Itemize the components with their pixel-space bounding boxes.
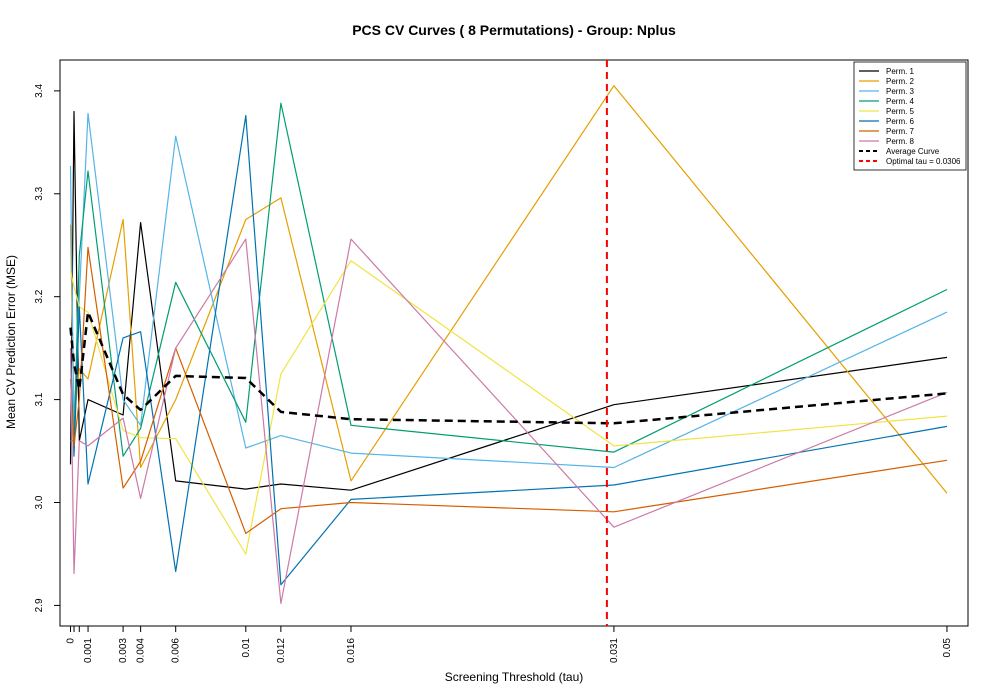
x-tick-label: 0.01 bbox=[241, 638, 252, 658]
legend-label: Perm. 6 bbox=[886, 117, 915, 126]
x-tick-label: 0.003 bbox=[118, 638, 129, 663]
x-tick-label: 0.031 bbox=[609, 638, 620, 663]
x-tick-label: 0.05 bbox=[942, 638, 953, 658]
x-tick-label: 0.016 bbox=[346, 638, 357, 663]
legend-label: Optimal tau = 0.0306 bbox=[886, 157, 961, 166]
legend-label: Perm. 8 bbox=[886, 137, 915, 146]
average-curve-line bbox=[69, 310, 948, 425]
x-tick-label: 0.012 bbox=[276, 638, 287, 663]
legend-label: Perm. 3 bbox=[886, 87, 915, 96]
series-line-perm-4 bbox=[70, 102, 948, 457]
y-tick-label: 3.1 bbox=[34, 392, 45, 406]
legend-label: Perm. 1 bbox=[886, 67, 915, 76]
series-line-perm-6 bbox=[69, 114, 948, 586]
series-line-perm-5 bbox=[69, 260, 948, 555]
y-tick-label: 2.9 bbox=[34, 598, 45, 612]
x-tick-label: 0.006 bbox=[171, 638, 182, 663]
y-tick-label: 3.0 bbox=[34, 495, 45, 509]
legend-box bbox=[853, 61, 967, 171]
series-line-perm-7 bbox=[69, 246, 948, 535]
plot-area: 2.9 3.0 3.1 3.2 3.3 3.4 0 0.001 0.003 0.004 0.006 0… bbox=[34, 59, 969, 663]
legend-label: Perm. 2 bbox=[886, 77, 915, 86]
x-tick-label: 0.004 bbox=[136, 638, 147, 663]
legend-label: Perm. 7 bbox=[886, 127, 915, 136]
chart-title: PCS CV Curves ( 8 Permutations) - Group:… bbox=[352, 22, 676, 38]
legend-label: Average Curve bbox=[886, 147, 940, 156]
series-line-perm-3 bbox=[69, 112, 948, 469]
series-line-perm-8 bbox=[69, 238, 948, 605]
y-tick-label: 3.4 bbox=[34, 83, 45, 97]
x-tick-label: 0 bbox=[66, 638, 77, 644]
y-tick-label: 3.3 bbox=[34, 186, 45, 200]
x-axis-label: Screening Threshold (tau) bbox=[445, 670, 584, 684]
y-axis-label: Mean CV Prediction Error (MSE) bbox=[4, 255, 18, 429]
x-tick-label: 0.001 bbox=[83, 638, 94, 663]
y-tick-label: 3.2 bbox=[34, 289, 45, 303]
plot-frame bbox=[59, 59, 969, 627]
legend-label: Perm. 4 bbox=[886, 97, 915, 106]
series-line-perm-2 bbox=[69, 85, 948, 494]
series-line-perm-1 bbox=[69, 110, 948, 491]
legend-label: Perm. 5 bbox=[886, 107, 915, 116]
